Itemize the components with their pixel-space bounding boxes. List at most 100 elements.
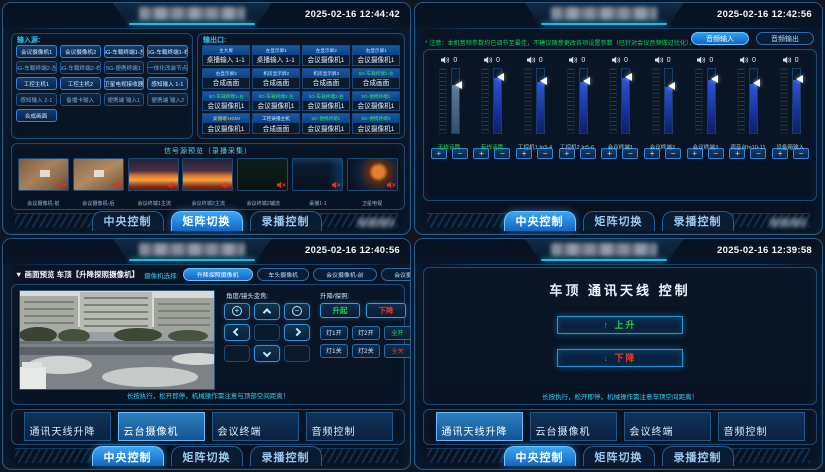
tab[interactable]: 录播控制 bbox=[661, 446, 734, 466]
quick-card[interactable]: 设备舱 音频控制 bbox=[717, 412, 805, 441]
light-button[interactable]: 全开 bbox=[384, 325, 410, 340]
input-source-button[interactable]: 一体化改装节点 bbox=[147, 61, 188, 74]
light-button[interactable]: 灯2开 bbox=[352, 325, 380, 340]
output-cell[interactable]: 工控录播主机 合成画面 bbox=[252, 113, 300, 134]
input-source-button[interactable]: 5G-车载终端1-左 bbox=[103, 45, 145, 58]
camera-select-button[interactable]: 会议摄像机-后 bbox=[381, 268, 410, 281]
light-button[interactable]: 灯1关 bbox=[320, 343, 348, 358]
output-cell[interactable]: 5G-车载终端1-左 合成画面 bbox=[352, 67, 400, 89]
preview-thumbnail[interactable]: 会议终端2主流 bbox=[182, 158, 234, 211]
tab[interactable]: 录播控制 bbox=[249, 446, 322, 466]
input-source-button[interactable]: 感知输入 1-1 bbox=[147, 77, 188, 90]
volume-slider[interactable] bbox=[780, 68, 804, 134]
volume-plus-button[interactable]: + bbox=[430, 148, 447, 159]
output-cell[interactable]: 右显示屏2 合成画面 bbox=[202, 67, 250, 89]
volume-slider[interactable] bbox=[438, 68, 462, 134]
lower-button[interactable]: 下降 bbox=[366, 302, 406, 318]
light-button[interactable]: 全关 bbox=[384, 343, 410, 358]
slider-thumb[interactable] bbox=[582, 77, 590, 86]
slider-thumb[interactable] bbox=[497, 73, 505, 82]
audio-input-button[interactable]: 音频输入 bbox=[691, 32, 749, 45]
output-cell[interactable]: 5G-车载终端1-右 会议摄像机1 bbox=[202, 90, 250, 112]
input-source-button[interactable]: 便携端 输入1 bbox=[103, 93, 145, 106]
volume-plus-button[interactable]: + bbox=[516, 148, 533, 159]
input-source-button[interactable]: 工控主机2 bbox=[59, 77, 101, 90]
output-cell[interactable]: 左显示屏2 会议摄像机1 bbox=[302, 45, 350, 66]
input-source-button[interactable]: 合成画面 bbox=[16, 109, 57, 122]
input-source-button[interactable]: 5G-车载终端2-左 bbox=[16, 61, 57, 74]
output-cell[interactable]: 5G-便携终端1 会议摄像机1 bbox=[352, 90, 400, 112]
slider-thumb[interactable] bbox=[454, 80, 462, 89]
output-cell[interactable]: 5G-便携终端3 会议摄像机1 bbox=[352, 113, 400, 134]
quick-card[interactable]: 车顶 通讯天线升降 bbox=[435, 412, 523, 441]
light-button[interactable]: 灯1开 bbox=[320, 325, 348, 340]
tab[interactable]: 矩阵切换 bbox=[582, 210, 655, 231]
volume-plus-button[interactable]: + bbox=[644, 148, 661, 159]
slider-track[interactable] bbox=[749, 68, 759, 134]
tab[interactable]: 录播控制 bbox=[661, 210, 734, 231]
output-cell[interactable]: 主大屏 桌播输入 1-1 bbox=[202, 45, 250, 66]
pan-left-button[interactable] bbox=[224, 323, 250, 341]
slider-track[interactable] bbox=[664, 68, 674, 134]
output-cell[interactable]: 左显示屏1 桌播输入 1-1 bbox=[252, 45, 300, 66]
volume-slider[interactable] bbox=[652, 68, 676, 134]
tilt-up-button[interactable] bbox=[254, 302, 280, 320]
volume-minus-button[interactable]: − bbox=[451, 148, 468, 159]
volume-plus-button[interactable]: + bbox=[601, 148, 618, 159]
preview-thumbnail[interactable]: 卫星电视 bbox=[346, 158, 398, 211]
preview-thumbnail[interactable]: 会议摄像机-前 bbox=[18, 158, 69, 211]
slider-track[interactable] bbox=[450, 68, 460, 134]
volume-slider[interactable] bbox=[524, 68, 548, 134]
pan-right-button[interactable] bbox=[284, 323, 310, 341]
volume-plus-button[interactable]: + bbox=[729, 148, 746, 159]
slider-thumb[interactable] bbox=[796, 75, 804, 84]
input-source-button[interactable]: 会议摄像机2 bbox=[59, 45, 101, 58]
input-source-button[interactable]: 5G-便携终端1 bbox=[103, 61, 145, 74]
quick-card[interactable]: 车顶/采访舱 云台摄像机 bbox=[117, 412, 205, 441]
audio-output-button[interactable]: 音频输出 bbox=[756, 32, 814, 45]
volume-minus-button[interactable]: − bbox=[793, 148, 810, 159]
tab[interactable]: 矩阵切换 bbox=[170, 210, 243, 231]
slider-track[interactable] bbox=[706, 68, 716, 134]
volume-plus-button[interactable]: + bbox=[772, 148, 789, 159]
tab[interactable]: 矩阵切换 bbox=[170, 446, 243, 466]
slider-track[interactable] bbox=[621, 68, 631, 134]
quick-card[interactable]: 设备舱 音频控制 bbox=[305, 412, 393, 441]
raise-button[interactable]: 升起 bbox=[320, 302, 360, 318]
volume-minus-button[interactable]: − bbox=[707, 148, 724, 159]
input-source-button[interactable]: 备播卡输入 bbox=[59, 93, 101, 106]
input-source-button[interactable]: 5G-车载终端1-右 bbox=[147, 45, 188, 58]
input-source-button[interactable]: 5G-车载终端2-右 bbox=[59, 61, 101, 74]
input-source-button[interactable]: 会议摄像机1 bbox=[16, 45, 57, 58]
output-cell[interactable]: 桌播端 HDMI 会议摄像机1 bbox=[202, 113, 250, 134]
slider-track[interactable] bbox=[536, 68, 546, 134]
volume-minus-button[interactable]: − bbox=[750, 148, 767, 159]
quick-card[interactable]: 车顶/采访舱 云台摄像机 bbox=[529, 412, 617, 441]
slider-track[interactable] bbox=[578, 68, 588, 134]
tilt-down-button[interactable] bbox=[254, 344, 280, 362]
volume-slider[interactable] bbox=[566, 68, 590, 134]
zoom-out-button[interactable]: − bbox=[284, 302, 310, 320]
quick-card[interactable]: 会议舱 会议终端 bbox=[623, 412, 711, 441]
volume-slider[interactable] bbox=[737, 68, 761, 134]
volume-slider[interactable] bbox=[481, 68, 505, 134]
preview-thumbnail[interactable]: 会议终端1主流 bbox=[127, 158, 179, 211]
tab[interactable]: 矩阵切换 bbox=[582, 446, 655, 466]
slider-thumb[interactable] bbox=[710, 75, 718, 84]
input-source-button[interactable]: 工控主机1 bbox=[16, 77, 57, 90]
slider-thumb[interactable] bbox=[540, 77, 548, 86]
volume-minus-button[interactable]: − bbox=[579, 148, 596, 159]
camera-select-button[interactable]: 车头摄像机 bbox=[256, 268, 310, 281]
output-cell[interactable]: 5G-车载终端2-右 会议摄像机1 bbox=[302, 90, 350, 112]
slider-thumb[interactable] bbox=[668, 82, 676, 91]
antenna-up-button[interactable]: ↑ 上升 bbox=[557, 315, 683, 334]
zoom-in-button[interactable]: + bbox=[224, 302, 250, 320]
slider-track[interactable] bbox=[493, 68, 503, 134]
output-cell[interactable]: 5G-车载终端2-左 会议摄像机1 bbox=[252, 90, 300, 112]
output-cell[interactable]: 右显示屏1 会议摄像机1 bbox=[352, 45, 400, 66]
slider-thumb[interactable] bbox=[625, 73, 633, 82]
tab[interactable]: 录播控制 bbox=[249, 210, 322, 231]
volume-minus-button[interactable]: − bbox=[622, 148, 639, 159]
quick-card[interactable]: 会议舱 会议终端 bbox=[211, 412, 299, 441]
volume-plus-button[interactable]: + bbox=[558, 148, 575, 159]
